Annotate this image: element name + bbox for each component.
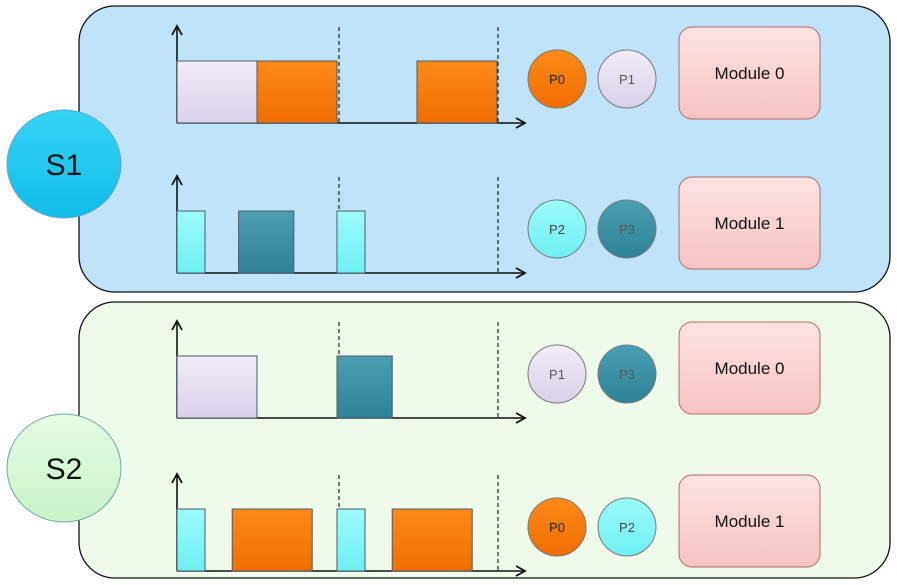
schedule-block — [238, 210, 295, 274]
process-circle — [597, 49, 657, 109]
schedule-block — [391, 508, 473, 572]
process-circle — [527, 344, 587, 404]
schedule-block — [336, 210, 366, 274]
timeline-row: P0 P1 Module 0 — [171, 24, 821, 129]
schedule-block — [176, 210, 206, 274]
schedule-block — [176, 508, 206, 572]
module-label: Module 1 — [715, 512, 785, 531]
section-label-circle — [6, 413, 122, 523]
schedule-block — [336, 355, 393, 419]
process-circle — [597, 344, 657, 404]
module-label: Module 0 — [715, 64, 785, 83]
schedule-block — [336, 508, 366, 572]
timeline-row: P1 P3 Module 0 — [171, 319, 821, 424]
process-label: P2 — [549, 222, 565, 237]
process-circle — [597, 497, 657, 557]
process-circle — [527, 49, 587, 109]
module-box — [678, 176, 821, 270]
process-circle — [527, 199, 587, 259]
schedule-block — [256, 60, 338, 124]
section-label: S2 — [46, 453, 83, 486]
process-circle — [527, 497, 587, 557]
process-label: P1 — [619, 72, 635, 87]
schedule-block — [416, 60, 498, 124]
process-circle — [597, 199, 657, 259]
module-box — [678, 26, 821, 120]
timeline-row: P0 P2 Module 1 — [171, 472, 821, 577]
schedule-block — [231, 508, 313, 572]
section-label-circle — [6, 109, 122, 219]
process-label: P3 — [619, 222, 635, 237]
process-label: P0 — [549, 520, 565, 535]
process-label: P1 — [549, 367, 565, 382]
section-label: S1 — [46, 149, 83, 182]
module-box — [678, 474, 821, 568]
module-label: Module 0 — [715, 359, 785, 378]
process-label: P3 — [619, 367, 635, 382]
timeline-row: P2 P3 Module 1 — [171, 174, 821, 279]
process-label: P0 — [549, 72, 565, 87]
module-label: Module 1 — [715, 214, 785, 233]
module-box — [678, 321, 821, 415]
schedule-block — [176, 60, 258, 124]
process-label: P2 — [619, 520, 635, 535]
schedule-block — [176, 355, 258, 419]
